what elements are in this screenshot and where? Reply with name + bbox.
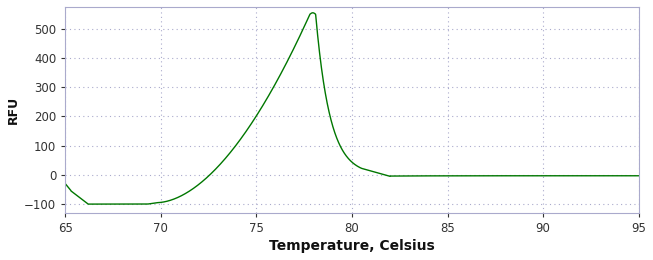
- X-axis label: Temperature, Celsius: Temperature, Celsius: [269, 239, 435, 253]
- Y-axis label: RFU: RFU: [7, 96, 20, 124]
